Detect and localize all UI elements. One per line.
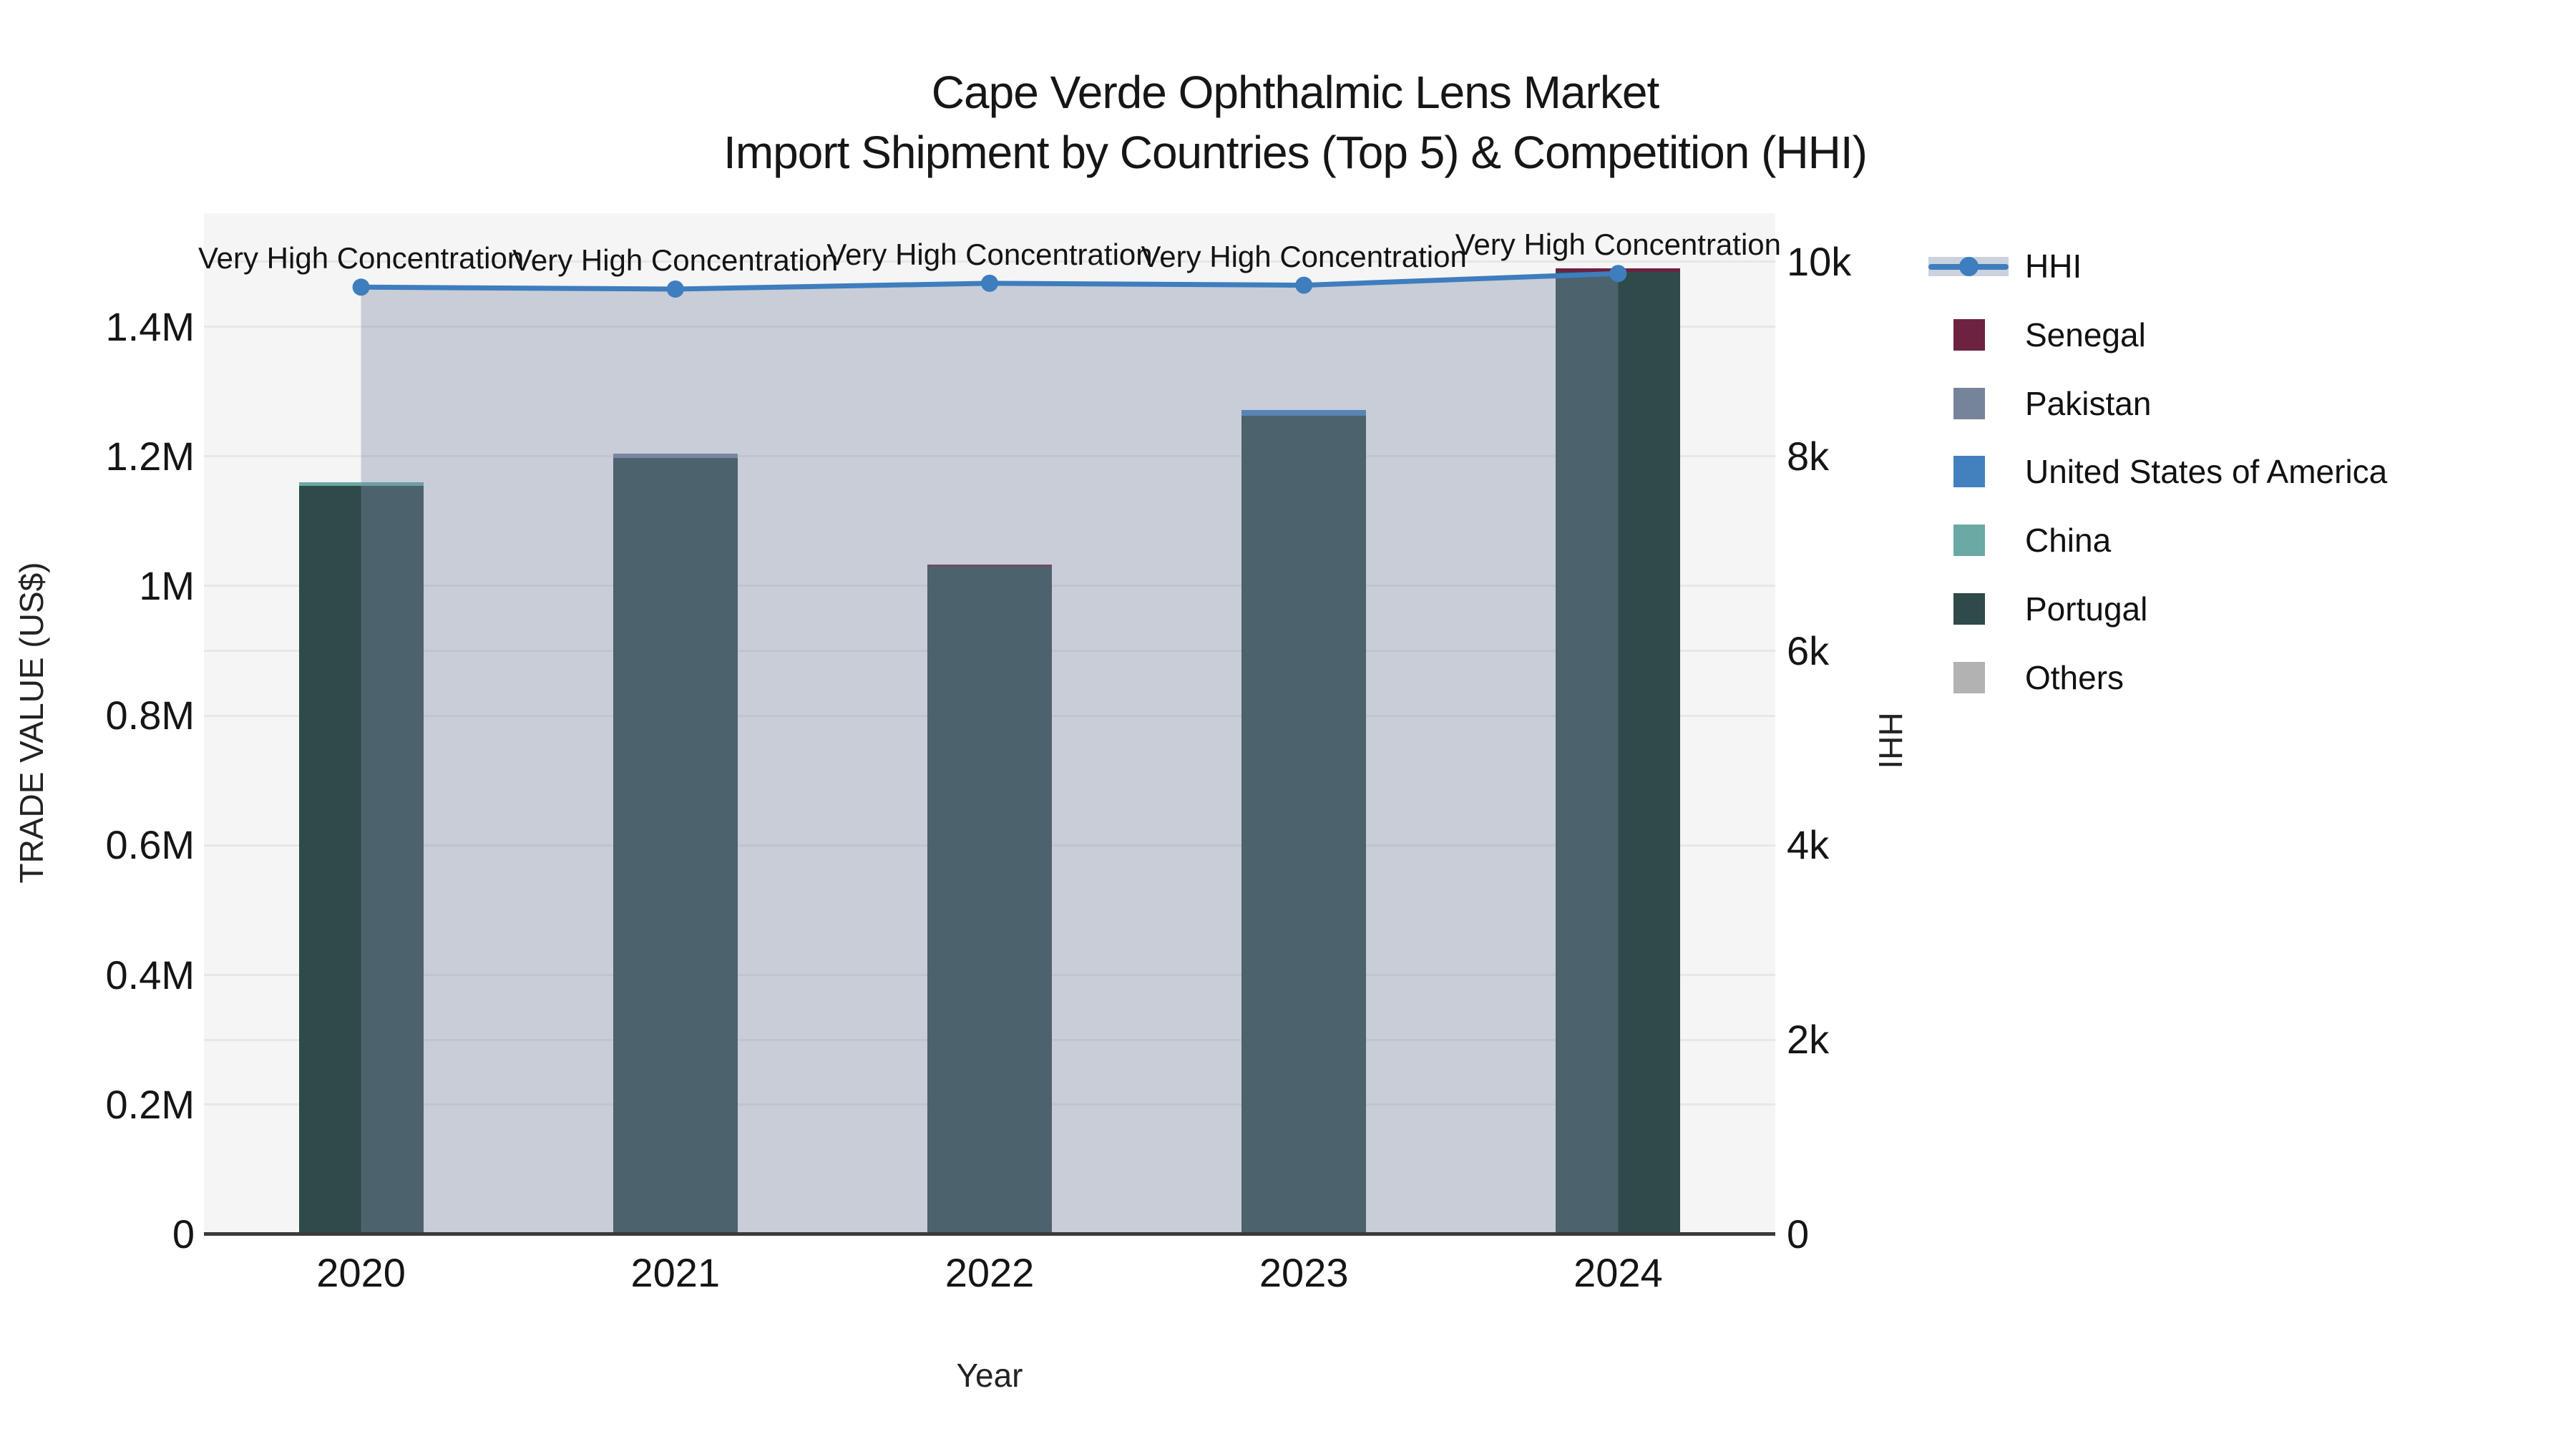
legend-item-portugal[interactable]: Portugal	[1928, 575, 2147, 643]
left-tick-0.6M: 0.6M	[105, 822, 195, 868]
hhi-marker-swatch	[1959, 257, 1979, 276]
hhi-marker-2020[interactable]	[352, 278, 370, 296]
left-tick-0: 0	[172, 1211, 195, 1257]
x-axis-title: Year	[956, 1357, 1023, 1394]
annotation-2020: Very High Concentration	[197, 241, 525, 275]
legend-swatch-icon	[1928, 575, 2011, 643]
bar-segment-2022-portugal[interactable]	[927, 566, 1052, 1234]
legend-item-others[interactable]: Others	[1928, 643, 2124, 712]
annotation-2023: Very High Concentration	[1141, 239, 1467, 273]
bar-segment-2023-united-states-of-america[interactable]	[1241, 410, 1367, 416]
legend-item-china[interactable]: China	[1928, 506, 2111, 575]
bar-segment-2020-portugal[interactable]	[298, 486, 424, 1234]
color-swatch-portugal	[1953, 593, 1985, 625]
chart-title: Cape Verde Ophthalmic Lens Market	[931, 67, 1659, 118]
left-tick-0.2M: 0.2M	[105, 1081, 195, 1127]
annotation-2024: Very High Concentration	[1455, 228, 1782, 262]
bar-segment-2022-senegal[interactable]	[927, 565, 1052, 567]
color-swatch-senegal	[1953, 318, 1985, 351]
annotation-2021: Very High Concentration	[512, 243, 839, 277]
bar-segment-2024-portugal[interactable]	[1556, 271, 1681, 1234]
right-tick-4k: 4k	[1787, 822, 1830, 868]
plot-area[interactable]	[204, 213, 1775, 1234]
color-swatch-pakistan	[1953, 387, 1985, 419]
legend-label: HHI	[2025, 248, 2082, 285]
left-axis-title: TRADE VALUE (US$)	[13, 562, 50, 884]
gridline-right-8k	[204, 455, 1775, 458]
bar-segment-2020-china[interactable]	[298, 482, 424, 487]
gridline-left-1.4M	[204, 326, 1775, 328]
bar-segment-2023-portugal[interactable]	[1241, 415, 1367, 1234]
left-tick-1.2M: 1.2M	[105, 433, 195, 479]
bar-2022[interactable]	[927, 565, 1052, 1234]
right-tick-10k: 10k	[1787, 238, 1852, 284]
bar-2024[interactable]	[1556, 268, 1681, 1234]
legend-label: Portugal	[2025, 590, 2148, 628]
x-tick-2024: 2024	[1574, 1250, 1663, 1295]
left-tick-0.4M: 0.4M	[105, 952, 195, 997]
right-tick-8k: 8k	[1787, 433, 1830, 479]
color-swatch-united-states-of-america	[1953, 456, 1985, 488]
legend-label: Pakistan	[2025, 384, 2152, 422]
right-tick-0: 0	[1787, 1211, 1810, 1257]
legend-item-hhi[interactable]: HHI	[1928, 232, 2082, 301]
legend-label: Senegal	[2025, 316, 2146, 353]
color-swatch-others	[1953, 661, 1985, 693]
hhi-marker-2021[interactable]	[666, 280, 684, 298]
left-tick-1.4M: 1.4M	[105, 303, 195, 349]
color-swatch-china	[1953, 525, 1985, 557]
bar-segment-2021-portugal[interactable]	[613, 457, 738, 1234]
hhi-marker-2023[interactable]	[1295, 276, 1313, 294]
legend-label: China	[2025, 522, 2112, 560]
left-tick-0.8M: 0.8M	[105, 693, 195, 738]
x-tick-2020: 2020	[316, 1250, 406, 1295]
legend-swatch-icon	[1928, 643, 2011, 712]
legend-label: Others	[2025, 658, 2124, 696]
bars-layer	[204, 213, 1775, 1234]
hhi-line-legend-icon	[1928, 232, 2011, 301]
x-tick-2021: 2021	[630, 1250, 721, 1295]
x-tick-2023: 2023	[1259, 1250, 1349, 1295]
x-tick-2022: 2022	[945, 1250, 1035, 1295]
bar-2023[interactable]	[1241, 410, 1367, 1234]
x-axis-line	[204, 1232, 1775, 1236]
legend-item-united-states-of-america[interactable]: United States of America	[1928, 437, 2387, 506]
hhi-area-fill	[361, 273, 1619, 1234]
hhi-line-overlay	[352, 265, 1627, 1234]
left-tick-1M: 1M	[139, 562, 195, 608]
bar-2021[interactable]	[613, 454, 738, 1234]
legend-item-senegal[interactable]: Senegal	[1928, 301, 2146, 369]
hhi-marker-2022[interactable]	[981, 274, 998, 292]
right-tick-6k: 6k	[1787, 628, 1830, 673]
legend-item-pakistan[interactable]: Pakistan	[1928, 369, 2151, 438]
bar-segment-2021-pakistan[interactable]	[613, 454, 738, 458]
legend-swatch-icon	[1928, 506, 2011, 575]
right-axis-title: HHI	[1872, 712, 1909, 769]
legend-swatch-icon	[1928, 301, 2011, 369]
legend-swatch-icon	[1928, 369, 2011, 438]
annotation-2022: Very High Concentration	[826, 237, 1153, 271]
chart-subtitle: Import Shipment by Countries (Top 5) & C…	[723, 127, 1868, 178]
right-tick-2k: 2k	[1787, 1017, 1830, 1063]
bar-2020[interactable]	[298, 482, 424, 1234]
legend-swatch-icon	[1928, 437, 2011, 506]
gridline-right-10k	[204, 260, 1775, 263]
hhi-marker-2024[interactable]	[1609, 265, 1627, 283]
legend-label: United States of America	[2025, 453, 2388, 491]
